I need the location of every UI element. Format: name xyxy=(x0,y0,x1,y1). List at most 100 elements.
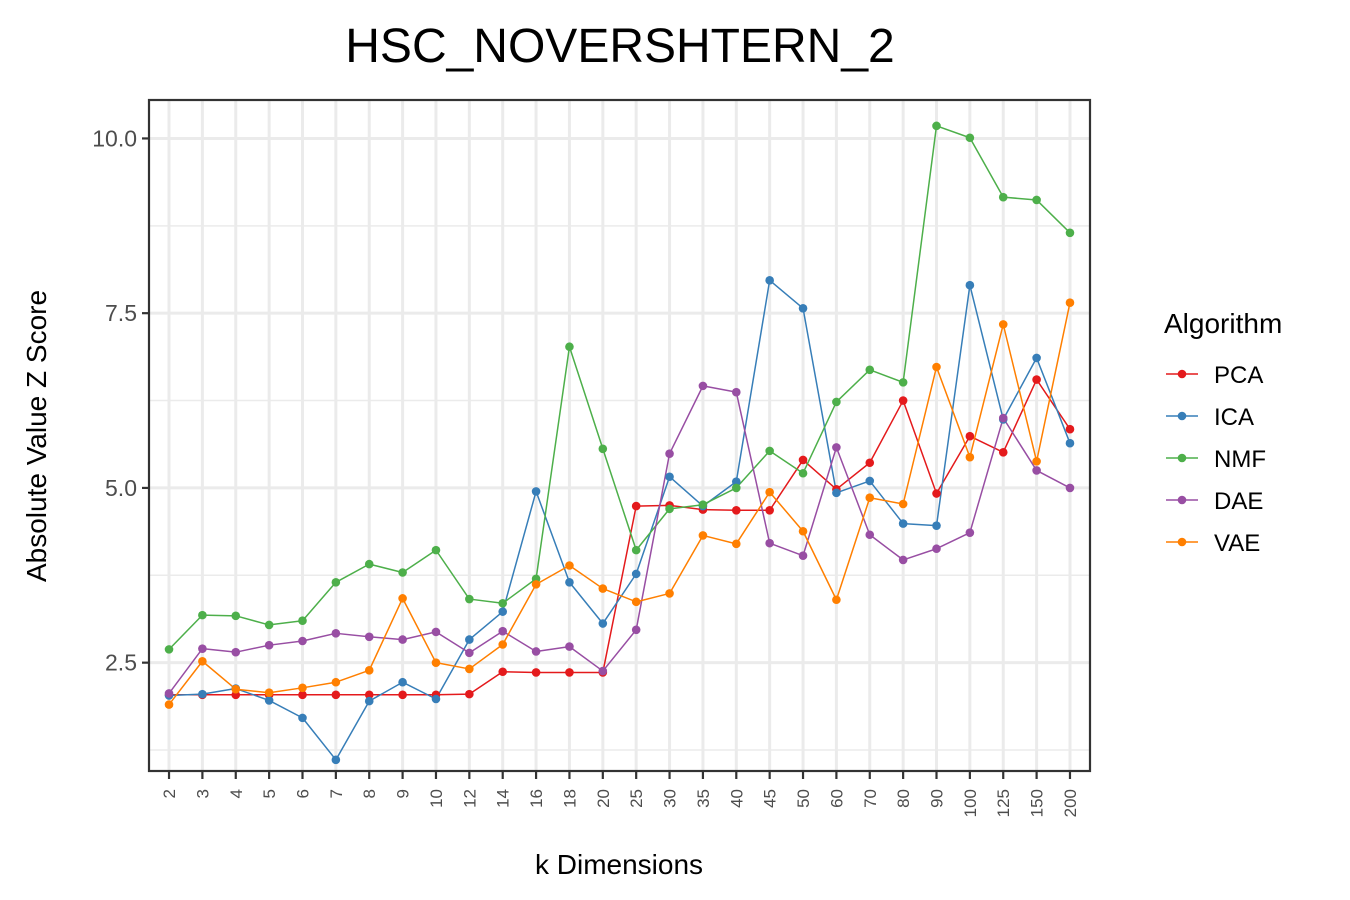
data-point-ica xyxy=(364,696,374,706)
data-point-ica xyxy=(531,487,541,496)
legend-label-pca: PCA xyxy=(1214,362,1263,389)
data-point-dae xyxy=(832,443,841,452)
series-line-dae xyxy=(168,385,1071,694)
data-point-pca xyxy=(932,489,941,498)
data-point-vae xyxy=(298,683,307,693)
data-point-nmf xyxy=(198,610,207,620)
data-point-vae xyxy=(531,580,541,589)
data-point-vae xyxy=(398,594,407,603)
data-point-pca xyxy=(398,690,407,700)
x-tick-label: 5 xyxy=(260,789,279,798)
legend-title: Algorithm xyxy=(1164,308,1282,339)
data-point-dae xyxy=(231,647,241,657)
data-point-ica xyxy=(898,519,908,528)
data-point-dae xyxy=(331,629,341,638)
data-point-vae xyxy=(164,700,174,709)
data-point-ica xyxy=(331,755,341,765)
y-tick-label: 7.5 xyxy=(105,300,137,326)
data-point-vae xyxy=(565,561,574,570)
data-point-ica xyxy=(965,280,975,290)
data-point-dae xyxy=(932,544,941,554)
x-tick-label: 70 xyxy=(861,789,880,808)
data-point-vae xyxy=(431,658,441,667)
data-point-nmf xyxy=(398,568,407,577)
data-point-nmf xyxy=(698,500,708,509)
data-point-dae xyxy=(598,666,608,676)
x-tick-label: 20 xyxy=(594,789,613,808)
data-point-pca xyxy=(765,505,774,515)
series-line-pca xyxy=(169,378,1071,696)
data-point-ica xyxy=(932,521,941,530)
data-point-vae xyxy=(1032,457,1041,466)
x-tick-label: 8 xyxy=(360,789,379,798)
data-point-dae xyxy=(865,530,875,540)
data-point-dae xyxy=(1032,466,1041,475)
data-point-dae xyxy=(531,647,541,656)
x-tick-label: 50 xyxy=(794,789,813,808)
data-point-ica xyxy=(865,476,875,486)
data-point-dae xyxy=(965,528,975,537)
data-point-ica xyxy=(198,689,207,699)
data-point-vae xyxy=(998,320,1008,329)
data-point-vae xyxy=(798,526,808,536)
data-point-pca xyxy=(531,668,541,677)
series-line-ica xyxy=(168,279,1071,761)
data-point-vae xyxy=(598,584,608,593)
data-point-nmf xyxy=(765,446,774,456)
x-tick-label: 2 xyxy=(160,789,179,798)
data-point-vae xyxy=(631,597,641,607)
data-point-vae xyxy=(498,640,508,649)
data-point-vae xyxy=(865,493,875,503)
y-tick-label: 10.0 xyxy=(92,125,137,151)
data-point-nmf xyxy=(331,577,341,587)
y-axis-title: Absolute Value Z Score xyxy=(21,290,52,582)
data-point-dae xyxy=(465,648,474,658)
x-tick-label: 10 xyxy=(427,789,446,808)
x-tick-label: 35 xyxy=(694,789,713,808)
data-point-pca xyxy=(331,690,341,700)
legend-label-nmf: NMF xyxy=(1214,446,1266,473)
legend-key-point-ica xyxy=(1177,411,1187,421)
data-point-ica xyxy=(1065,438,1075,448)
data-point-ica xyxy=(298,713,307,723)
data-point-dae xyxy=(198,644,207,653)
data-point-nmf xyxy=(164,645,174,654)
data-point-nmf xyxy=(932,121,941,131)
data-point-pca xyxy=(498,667,508,677)
data-point-nmf xyxy=(598,444,608,454)
legend-label-dae: DAE xyxy=(1214,488,1263,515)
data-point-ica xyxy=(631,569,641,579)
data-point-pca xyxy=(298,690,307,700)
data-point-nmf xyxy=(298,616,307,626)
x-tick-label: 4 xyxy=(227,789,246,798)
legend-key-point-pca xyxy=(1177,369,1187,379)
data-point-dae xyxy=(298,636,307,646)
data-point-nmf xyxy=(1065,228,1075,238)
data-point-nmf xyxy=(431,545,441,555)
data-point-ica xyxy=(565,577,574,587)
y-tick-label: 5.0 xyxy=(105,475,137,501)
data-point-ica xyxy=(465,635,474,644)
legend-key-point-dae xyxy=(1177,495,1187,505)
data-point-nmf xyxy=(965,133,975,143)
data-point-ica xyxy=(765,276,774,285)
data-point-nmf xyxy=(865,365,875,375)
data-point-nmf xyxy=(731,483,741,493)
data-point-dae xyxy=(798,551,808,561)
x-tick-label: 6 xyxy=(294,789,313,798)
data-point-dae xyxy=(998,413,1008,423)
data-point-nmf xyxy=(565,342,574,352)
data-point-dae xyxy=(698,381,708,391)
data-point-vae xyxy=(932,362,941,372)
data-point-nmf xyxy=(665,504,674,514)
data-point-nmf xyxy=(364,559,374,569)
data-point-ica xyxy=(498,607,508,616)
data-point-vae xyxy=(231,684,241,694)
y-tick-label: 2.5 xyxy=(105,650,137,676)
data-point-dae xyxy=(765,538,774,548)
x-tick-label: 200 xyxy=(1061,789,1080,817)
legend-items: PCA ICA NMF DAE VAE xyxy=(1166,362,1266,557)
data-point-vae xyxy=(832,595,841,605)
data-point-nmf xyxy=(465,594,474,604)
